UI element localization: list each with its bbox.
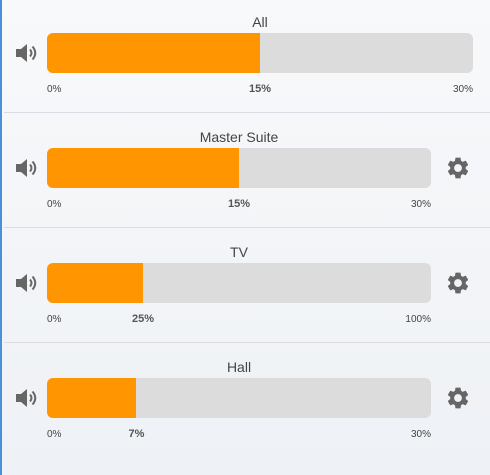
slider-min-label: 0%	[47, 314, 62, 325]
slider-max-label: 30%	[410, 199, 431, 210]
volume-slider-fill	[47, 33, 260, 73]
zone-label: Hall	[226, 359, 252, 375]
gear-icon[interactable]	[445, 155, 471, 181]
slider-max-label: 30%	[452, 84, 473, 95]
volume-slider-fill	[47, 148, 239, 188]
volume-slider-fill	[47, 263, 143, 303]
zone-label: Master Suite	[199, 129, 279, 145]
zone-master-suite: Master Suite 0% 15% 30%	[4, 115, 490, 228]
speaker-volume-icon[interactable]	[14, 387, 40, 409]
zone-all: All 0% 15% 30%	[4, 0, 490, 113]
volume-slider[interactable]	[47, 378, 431, 418]
zone-tv: TV 0% 25% 100%	[4, 230, 490, 343]
slider-max-label: 30%	[410, 429, 431, 440]
volume-slider[interactable]	[47, 263, 431, 303]
volume-slider[interactable]	[47, 33, 473, 73]
speaker-volume-icon[interactable]	[14, 272, 40, 294]
zone-hall: Hall 0% 7% 30%	[4, 345, 490, 458]
zone-label: TV	[230, 244, 248, 260]
slider-value-label: 15%	[248, 83, 272, 95]
gear-icon[interactable]	[445, 385, 471, 411]
slider-value-label: 7%	[128, 428, 145, 440]
slider-min-label: 0%	[47, 429, 62, 440]
slider-max-label: 100%	[405, 314, 431, 325]
volume-slider[interactable]	[47, 148, 431, 188]
slider-min-label: 0%	[47, 199, 62, 210]
slider-value-label: 15%	[227, 198, 251, 210]
slider-value-label: 25%	[131, 313, 155, 325]
speaker-volume-icon[interactable]	[14, 157, 40, 179]
zone-label: All	[252, 14, 268, 30]
slider-min-label: 0%	[47, 84, 62, 95]
volume-slider-fill	[47, 378, 137, 418]
gear-icon[interactable]	[445, 270, 471, 296]
speaker-volume-icon[interactable]	[14, 42, 40, 64]
